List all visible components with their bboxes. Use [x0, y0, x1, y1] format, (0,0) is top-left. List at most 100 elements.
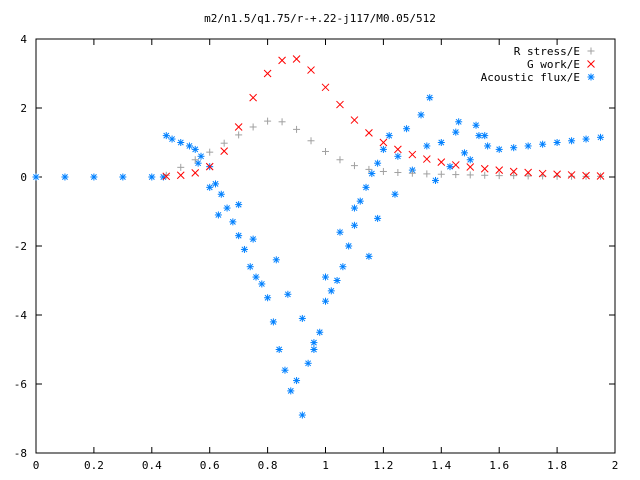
data-point [176, 171, 185, 180]
data-point [368, 170, 376, 178]
y-tick-label: 4 [20, 33, 27, 46]
data-point [510, 144, 518, 152]
data-point [191, 169, 200, 177]
data-point [432, 176, 440, 184]
data-point [162, 171, 170, 179]
data-point [264, 294, 272, 302]
data-point [350, 116, 359, 124]
data-point [597, 133, 605, 141]
legend-marker [587, 73, 595, 81]
legend-label: R stress/E [514, 45, 580, 58]
data-point [220, 139, 228, 147]
data-point [379, 138, 388, 147]
data-point [214, 211, 222, 219]
data-point [417, 111, 425, 119]
data-point [362, 183, 370, 191]
data-point [495, 172, 503, 180]
data-point [206, 148, 214, 156]
data-point [356, 197, 364, 205]
data-point [374, 159, 382, 167]
data-point [316, 328, 324, 336]
data-point [278, 56, 286, 65]
data-point [403, 125, 411, 133]
data-point [322, 147, 329, 155]
data-point [293, 377, 301, 385]
data-point [379, 145, 387, 153]
data-point [194, 159, 202, 167]
data-point [293, 125, 301, 133]
data-point [437, 158, 446, 167]
data-point [582, 171, 590, 180]
data-point [567, 171, 576, 179]
data-point [339, 263, 347, 271]
data-point [408, 150, 417, 159]
x-tick-label: 1.2 [373, 459, 393, 472]
data-point [553, 139, 561, 146]
data-point [258, 280, 266, 288]
data-point [568, 172, 576, 180]
data-point [269, 318, 277, 326]
data-point [336, 100, 344, 109]
x-tick-label: 1 [322, 459, 329, 472]
data-point [484, 142, 492, 150]
data-point [310, 339, 318, 347]
data-point [281, 366, 289, 374]
data-point [524, 142, 532, 150]
data-point [538, 169, 547, 178]
data-point [446, 163, 454, 171]
data-marks [32, 55, 605, 419]
data-point [394, 169, 402, 177]
data-point [509, 167, 518, 176]
axis-ticks: 0 0.2 0.4 0.6 0.8 1 1.2 1.4 1.6 1.8 2 -8 -6 -4 -2 0 2 4 [14, 33, 619, 472]
data-point [185, 142, 193, 150]
data-point [235, 201, 243, 209]
x-tick-label: 0.8 [258, 459, 278, 472]
y-tick-label: 2 [20, 102, 27, 115]
data-point [205, 162, 214, 171]
data-point [32, 173, 40, 181]
data-point [307, 137, 315, 145]
data-point [249, 93, 257, 102]
data-point [235, 232, 243, 240]
data-point [278, 118, 286, 126]
data-point [217, 190, 225, 198]
data-point [472, 121, 480, 129]
data-point [272, 256, 280, 264]
data-point [582, 135, 590, 143]
data-point [524, 172, 532, 180]
data-point [162, 132, 170, 140]
legend-label: Acoustic flux/E [481, 71, 580, 84]
legend-label: G work/E [527, 58, 580, 71]
data-point [452, 128, 460, 136]
data-point [481, 171, 489, 179]
y-tick-label: 0 [20, 171, 27, 184]
data-point [437, 139, 445, 146]
data-point [374, 214, 382, 222]
data-point [284, 290, 292, 298]
legend-marker [587, 47, 595, 55]
x-tick-label: 2 [612, 459, 619, 472]
data-point [350, 204, 358, 212]
data-point [223, 204, 231, 212]
data-point [292, 55, 301, 63]
y-tick-label: -2 [14, 240, 27, 253]
data-point [466, 156, 474, 164]
series-2 [32, 94, 605, 419]
data-point [327, 287, 335, 295]
series-1 [162, 55, 605, 181]
data-point [206, 183, 214, 191]
data-point [287, 387, 295, 395]
data-point [298, 411, 306, 419]
data-point [365, 252, 373, 260]
data-point [211, 180, 219, 188]
x-tick-label: 0.4 [142, 459, 162, 472]
data-point [234, 123, 243, 131]
x-tick-label: 1.6 [489, 459, 509, 472]
data-point [61, 173, 69, 181]
y-tick-label: -8 [14, 447, 27, 460]
data-point [365, 128, 373, 137]
data-point [568, 137, 576, 145]
data-point [466, 163, 475, 171]
